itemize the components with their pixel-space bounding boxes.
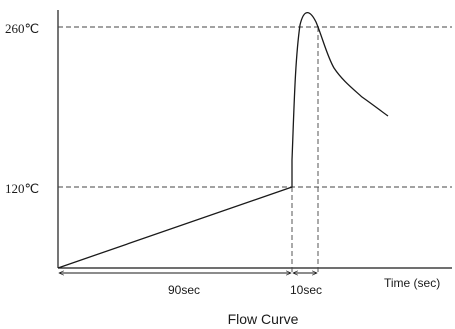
label-90sec: 90sec bbox=[168, 283, 200, 297]
x-axis-label: Time (sec) bbox=[384, 276, 440, 290]
caption: Flow Curve bbox=[228, 311, 299, 327]
label-10sec: 10sec bbox=[290, 283, 322, 297]
y-label-260: 260℃ bbox=[5, 21, 39, 36]
temperature-profile-curve bbox=[57, 11, 389, 269]
y-label-120: 120℃ bbox=[5, 181, 39, 196]
